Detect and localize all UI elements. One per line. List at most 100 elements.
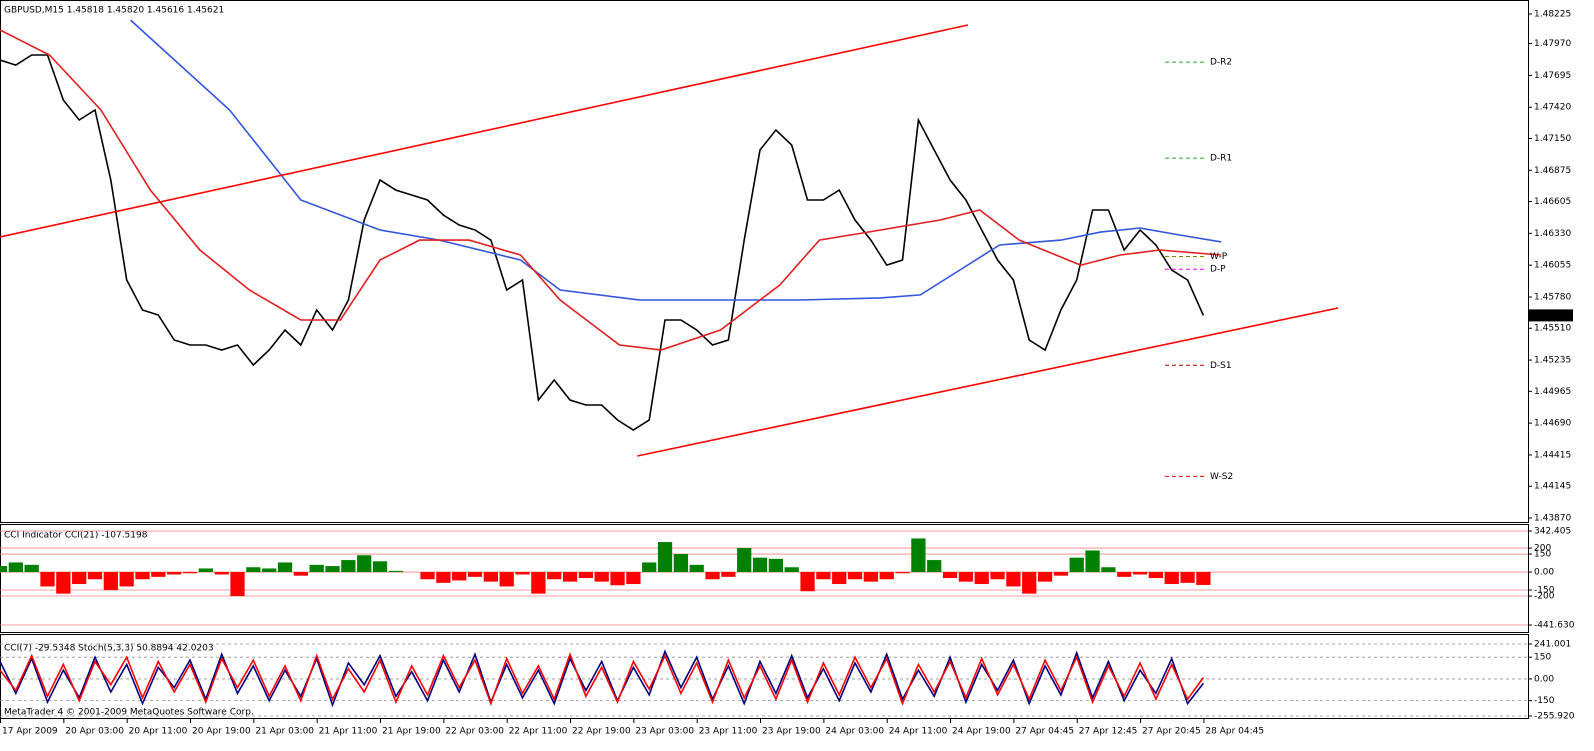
pivot-label: D-S1 <box>1210 361 1232 371</box>
x-tick-label: 17 Apr 2009 <box>2 727 58 737</box>
price-panel <box>0 0 1529 523</box>
series-line <box>0 54 1205 431</box>
y-tick-label: 241.001 <box>1534 640 1571 650</box>
last-price-label: 1.45621 <box>1534 311 1571 321</box>
y-tick-label: 1.47970 <box>1534 39 1571 49</box>
footer: MetaTrader 4 © 2001-2009 MetaQuotes Soft… <box>4 708 254 718</box>
y-tick-label: 1.46330 <box>1534 229 1571 239</box>
cci-bar <box>135 572 150 580</box>
cci-bar <box>657 542 673 573</box>
cci-bar <box>1196 572 1211 585</box>
x-tick-label: 27 Apr 12:45 <box>1079 727 1138 737</box>
cci-bar <box>1180 572 1195 583</box>
cci-bar <box>8 562 23 573</box>
y-tick-label: 1.46875 <box>1534 166 1571 176</box>
pivot-label: W-S2 <box>1210 472 1233 482</box>
series-line <box>637 307 1339 457</box>
panel-title: GBPUSD,M15 1.45818 1.45820 1.45616 1.456… <box>4 6 224 16</box>
y-tick-label: 200 <box>1534 544 1551 554</box>
y-tick-label: 1.44145 <box>1534 482 1571 492</box>
cci-bar <box>974 572 989 585</box>
x-tick-label: 23 Apr 03:00 <box>635 727 694 737</box>
cci-bar <box>214 572 229 575</box>
cci-bar <box>24 564 39 573</box>
cci-bar <box>262 568 277 573</box>
cci-bar <box>0 566 8 573</box>
x-tick-label: 20 Apr 19:00 <box>192 727 251 737</box>
y-tick-label: -150 <box>1534 696 1555 706</box>
x-tick-label: 22 Apr 11:00 <box>509 727 568 737</box>
cci-bar <box>483 572 498 582</box>
cci-bar <box>341 560 356 573</box>
y-tick-label: 1.47695 <box>1534 71 1571 81</box>
cci-bar <box>847 572 863 580</box>
cci-bar <box>1148 572 1164 579</box>
x-tick-label: 23 Apr 11:00 <box>699 727 758 737</box>
x-tick-label: 24 Apr 11:00 <box>889 727 948 737</box>
x-tick-label: 23 Apr 19:00 <box>762 727 821 737</box>
panel-title: CCI(7) -29.5348 Stoch(5,3,3) 50.8894 42.… <box>4 644 214 654</box>
cci-bar <box>40 572 55 587</box>
pivot-label: W-P <box>1210 252 1228 262</box>
cci-panel <box>0 524 1529 633</box>
cci-bar <box>578 572 593 579</box>
cci-bar <box>1037 572 1053 582</box>
cci-bar <box>1053 572 1069 576</box>
y-tick-label: -255.920 <box>1534 712 1575 722</box>
cci-bar <box>56 572 71 594</box>
series-line <box>0 29 1222 351</box>
y-tick-label: 1.44690 <box>1534 419 1571 429</box>
x-tick-label: 20 Apr 03:00 <box>65 727 124 737</box>
pivot-label: D-R1 <box>1210 154 1232 164</box>
cci-bar <box>768 558 784 573</box>
cci-bar <box>942 572 958 579</box>
oscillator-panel <box>0 634 1529 719</box>
x-tick-label: 21 Apr 03:00 <box>255 727 314 737</box>
cci-bar <box>151 572 166 577</box>
cci-bar <box>1006 572 1021 587</box>
cci-bar <box>547 572 562 580</box>
cci-bar <box>610 572 625 586</box>
cci-bar <box>277 562 293 573</box>
y-tick-label: 1.46055 <box>1534 261 1571 271</box>
cci-bar <box>1069 557 1084 573</box>
y-tick-label: 150 <box>1534 653 1551 663</box>
pivot-label: D-P <box>1210 265 1226 275</box>
x-tick-label: 21 Apr 19:00 <box>382 727 441 737</box>
cci-bar <box>87 572 103 580</box>
cci-bar <box>309 564 324 573</box>
y-tick-label: 0.00 <box>1534 674 1554 684</box>
cci-bar <box>832 572 847 585</box>
x-tick-label: 24 Apr 19:00 <box>952 727 1011 737</box>
cci-bar <box>895 572 910 574</box>
cci-bar <box>673 554 688 573</box>
cci-bar <box>626 572 641 585</box>
cci-bar <box>182 572 198 574</box>
cci-bar <box>198 568 213 573</box>
cci-bar <box>388 570 403 573</box>
series-line <box>130 19 1222 301</box>
cci-bar <box>752 557 768 573</box>
y-tick-label: 1.48225 <box>1534 10 1571 20</box>
cci-bar <box>452 572 467 581</box>
series-line <box>0 649 1205 708</box>
series-line <box>0 651 1205 706</box>
pivot-label: D-R2 <box>1210 58 1232 68</box>
cci-bar <box>816 572 831 580</box>
cci-bar <box>863 572 879 582</box>
cci-bar <box>119 572 134 587</box>
last-price-tag <box>1529 309 1573 322</box>
cci-bar <box>103 572 118 591</box>
y-tick-label: 1.45780 <box>1534 292 1571 302</box>
y-tick-label: -200 <box>1534 592 1555 602</box>
y-tick-label: 1.46605 <box>1534 197 1571 207</box>
series-line <box>0 24 969 238</box>
y-tick-label: 150 <box>1534 550 1551 560</box>
cci-bar <box>1117 572 1132 577</box>
cci-bar <box>246 567 261 573</box>
cci-bar <box>499 572 514 587</box>
x-tick-label: 21 Apr 11:00 <box>319 727 378 737</box>
